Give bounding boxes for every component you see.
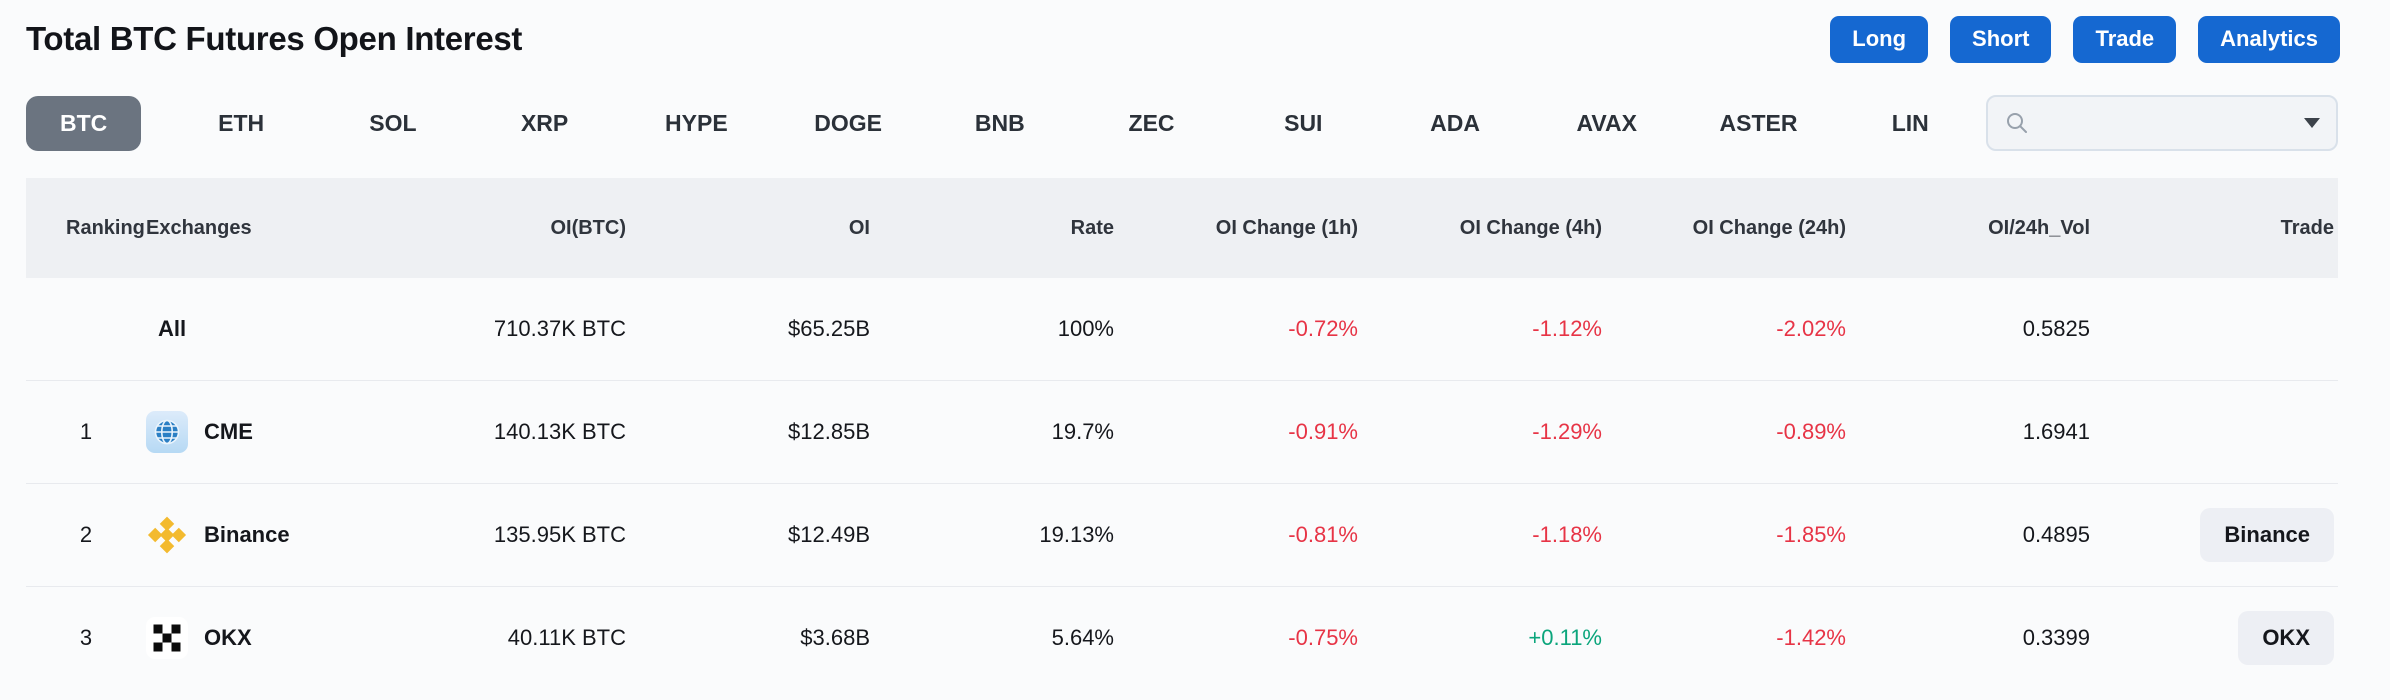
ranking-cell: 2 <box>79 522 93 547</box>
tab-ada[interactable]: ADA <box>1430 109 1480 136</box>
oi-24h-vol-cell: 0.5825 <box>2022 316 2090 341</box>
exchange-cell: Binance <box>146 514 386 556</box>
oi-change-24h-cell: -1.42% <box>1776 625 1846 650</box>
oi-change-4h-cell: -1.29% <box>1532 419 1602 444</box>
oi-change-1h-cell: -0.75% <box>1288 625 1358 650</box>
oi-change-24h-cell: -1.85% <box>1776 522 1846 547</box>
column-header-oi: OI <box>848 216 870 239</box>
column-header-oi-change-1h: OI Change (1h) <box>1215 216 1358 239</box>
oi-cell: $65.25B <box>788 316 870 341</box>
column-header-oi-btc: OI(BTC) <box>550 216 626 239</box>
tab-bnb[interactable]: BNB <box>974 109 1025 136</box>
oi-btc-cell: 40.11K BTC <box>507 625 626 650</box>
oi-cell: $3.68B <box>800 625 870 650</box>
rate-cell: 100% <box>1057 316 1114 341</box>
column-header-oi-24h-vol: OI/24h_Vol <box>1988 216 2090 239</box>
oi-change-4h-cell: -1.12% <box>1532 316 1602 341</box>
column-header-rate: Rate <box>1070 216 1114 239</box>
table-body: All 710.37K BTC $65.25B 100% -0.72% -1.12% -2.… <box>26 278 2338 689</box>
tab-sui[interactable]: SUI <box>1284 109 1323 136</box>
tab-zec[interactable]: ZEC <box>1128 109 1175 136</box>
oi-change-4h-cell: -1.18% <box>1532 522 1602 547</box>
oi-change-1h-cell: -0.81% <box>1288 522 1358 547</box>
tab-xrp[interactable]: XRP <box>520 109 569 136</box>
column-header-ranking: Ranking <box>66 216 145 239</box>
oi-change-24h-cell: -2.02% <box>1776 316 1846 341</box>
tab-eth[interactable]: ETH <box>218 109 265 136</box>
coin-tabs: BTC ETH SOL XRP HYPE DOGE BNB ZEC SUI ADA AVAX ASTE… <box>26 95 1986 151</box>
oi-btc-cell: 135.95K BTC <box>493 522 626 547</box>
action-button-trade[interactable]: Trade <box>2073 15 2177 63</box>
exchange-cell: CME <box>146 411 386 453</box>
tab-doge[interactable]: DOGE <box>814 109 882 136</box>
oi-change-24h-cell: -0.89% <box>1776 419 1846 444</box>
action-buttons: Long Short Trade Analytics <box>1830 15 2340 63</box>
oi-change-4h-cell: +0.11% <box>1528 625 1602 650</box>
rate-cell: 19.13% <box>1039 522 1114 547</box>
column-header-oi-change-24h: OI Change (24h) <box>1692 216 1846 239</box>
table-row-binance[interactable]: 2 Binance 135.95K BTC $12.49B 19.13% -0.81% -1… <box>26 484 2338 587</box>
exchange-name: Binance <box>204 522 290 547</box>
trade-cell: OKX <box>2094 611 2338 665</box>
oi-cell: $12.85B <box>788 419 870 444</box>
oi-btc-cell: 140.13K BTC <box>493 419 626 444</box>
coin-search-box[interactable] <box>1986 95 2338 151</box>
trade-button-okx[interactable]: OKX <box>2238 611 2334 665</box>
tab-sol[interactable]: SOL <box>369 109 417 136</box>
exchange-name: All <box>158 316 187 341</box>
search-input[interactable] <box>2040 110 2304 136</box>
action-button-analytics[interactable]: Analytics <box>2198 15 2340 63</box>
cme-icon <box>146 411 188 453</box>
column-header-exchanges: Exchanges <box>146 216 252 239</box>
exchange-cell: OKX <box>146 617 386 659</box>
page-title: Total BTC Futures Open Interest <box>26 20 523 57</box>
oi-btc-cell: 710.37K BTC <box>493 316 626 341</box>
tab-lin[interactable]: LIN <box>1891 109 1929 136</box>
column-header-trade: Trade <box>2280 216 2334 239</box>
oi-cell: $12.49B <box>788 522 870 547</box>
tab-aster[interactable]: ASTER <box>1719 109 1798 136</box>
table-row-okx[interactable]: 3 OKX 40.11K BTC $3.68B 5.64% -0.75% +0.11% -1.… <box>26 587 2338 689</box>
rate-cell: 5.64% <box>1051 625 1114 650</box>
table-header-row: Ranking Exchanges OI(BTC) OI Rate OI Change (… <box>26 178 2338 278</box>
oi-24h-vol-cell: 1.6941 <box>2022 419 2090 444</box>
tab-btc[interactable]: BTC <box>26 95 142 151</box>
tab-hype[interactable]: HYPE <box>665 109 728 136</box>
oi-change-1h-cell: -0.72% <box>1288 316 1358 341</box>
exchange-name: OKX <box>204 625 252 650</box>
binance-icon <box>146 514 188 556</box>
column-header-oi-change-4h: OI Change (4h) <box>1459 216 1602 239</box>
trade-cell: Binance <box>2094 508 2338 562</box>
oi-24h-vol-cell: 0.3399 <box>2022 625 2090 650</box>
action-button-long[interactable]: Long <box>1830 15 1929 63</box>
exchange-cell: All <box>146 316 386 342</box>
table-row-cme[interactable]: 1 CME 140.13K BTC $12.85B 19.7% -0.91% -1.29% -… <box>26 381 2338 484</box>
action-button-short[interactable]: Short <box>1950 15 2052 63</box>
rate-cell: 19.7% <box>1051 419 1114 444</box>
chevron-down-icon[interactable] <box>2304 118 2320 128</box>
okx-icon <box>146 617 188 659</box>
open-interest-table: Ranking Exchanges OI(BTC) OI Rate OI Change (… <box>26 178 2338 689</box>
oi-24h-vol-cell: 0.4895 <box>2022 522 2090 547</box>
ranking-cell: 3 <box>79 625 93 650</box>
table-row-all[interactable]: All 710.37K BTC $65.25B 100% -0.72% -1.12% -2.… <box>26 278 2338 381</box>
top-bar: Total BTC Futures Open Interest Long Shor… <box>0 0 2390 70</box>
oi-change-1h-cell: -0.91% <box>1288 419 1358 444</box>
exchange-name: CME <box>204 419 253 444</box>
coin-tab-row: BTC ETH SOL XRP HYPE DOGE BNB ZEC SUI ADA AVAX ASTE… <box>26 94 2338 152</box>
trade-button-binance[interactable]: Binance <box>2200 508 2334 562</box>
search-icon <box>2007 113 2027 133</box>
ranking-cell: 1 <box>79 419 93 444</box>
tab-avax[interactable]: AVAX <box>1576 109 1638 136</box>
